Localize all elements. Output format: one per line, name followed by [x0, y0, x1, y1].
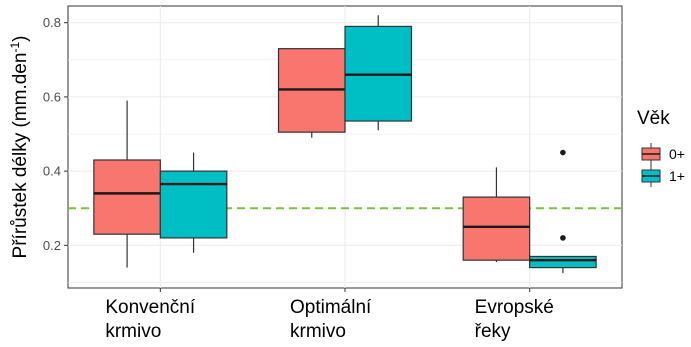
box-1+-2: [529, 149, 597, 274]
box-0+-1: [277, 48, 346, 138]
x-category-label-line: Konvenční: [105, 297, 196, 318]
box-1+-1: [344, 15, 413, 131]
y-tick-label: 0.4: [43, 164, 61, 179]
y-tick-label: 0.2: [43, 238, 61, 253]
outlier-point: [560, 149, 566, 156]
x-category-label-line: Evropské: [475, 297, 554, 318]
y-axis-label-close: ): [10, 36, 31, 42]
legend-label: 1+: [669, 168, 685, 184]
legend-item-0+: 0+: [641, 143, 685, 165]
box-1+-0: [159, 152, 228, 253]
y-tick-label: 0.8: [43, 15, 61, 30]
legend-label: 0+: [669, 146, 685, 162]
x-category-label: Optimální krmivo: [290, 297, 372, 342]
boxes-group: [93, 15, 597, 274]
box-iqr: [529, 255, 597, 269]
x-category-label-line: Optimální: [290, 297, 372, 318]
x-category-label: Konvenční krmivo: [105, 297, 196, 342]
legend-item-1+: 1+: [641, 165, 685, 187]
x-category-label: Evropské řeky: [475, 297, 554, 342]
y-axis-label: Přírůstek délky (mm.den-1): [8, 36, 31, 259]
box-iqr: [159, 170, 228, 239]
y-axis-ticks: 0.2 0.4 0.6 0.8: [43, 15, 68, 253]
box-0+-2: [462, 167, 531, 263]
outlier-point: [560, 235, 566, 241]
y-axis-label-unit-superscript: -1: [8, 42, 22, 53]
x-category-label-line: krmivo: [290, 321, 346, 342]
legend-title: Věk: [637, 108, 670, 129]
x-category-label-line: řeky: [475, 321, 511, 342]
legend: Věk 0+ 1+: [637, 108, 685, 187]
y-tick-label: 0.6: [43, 89, 61, 104]
x-axis-ticks: Konvenční krmivo Optimální krmivo Evropské ře…: [105, 288, 554, 342]
box-iqr: [93, 159, 161, 235]
box-iqr: [462, 196, 531, 261]
x-category-label-line: krmivo: [105, 321, 161, 342]
y-axis-label-group: Přírůstek délky (mm.den-1): [8, 36, 31, 259]
